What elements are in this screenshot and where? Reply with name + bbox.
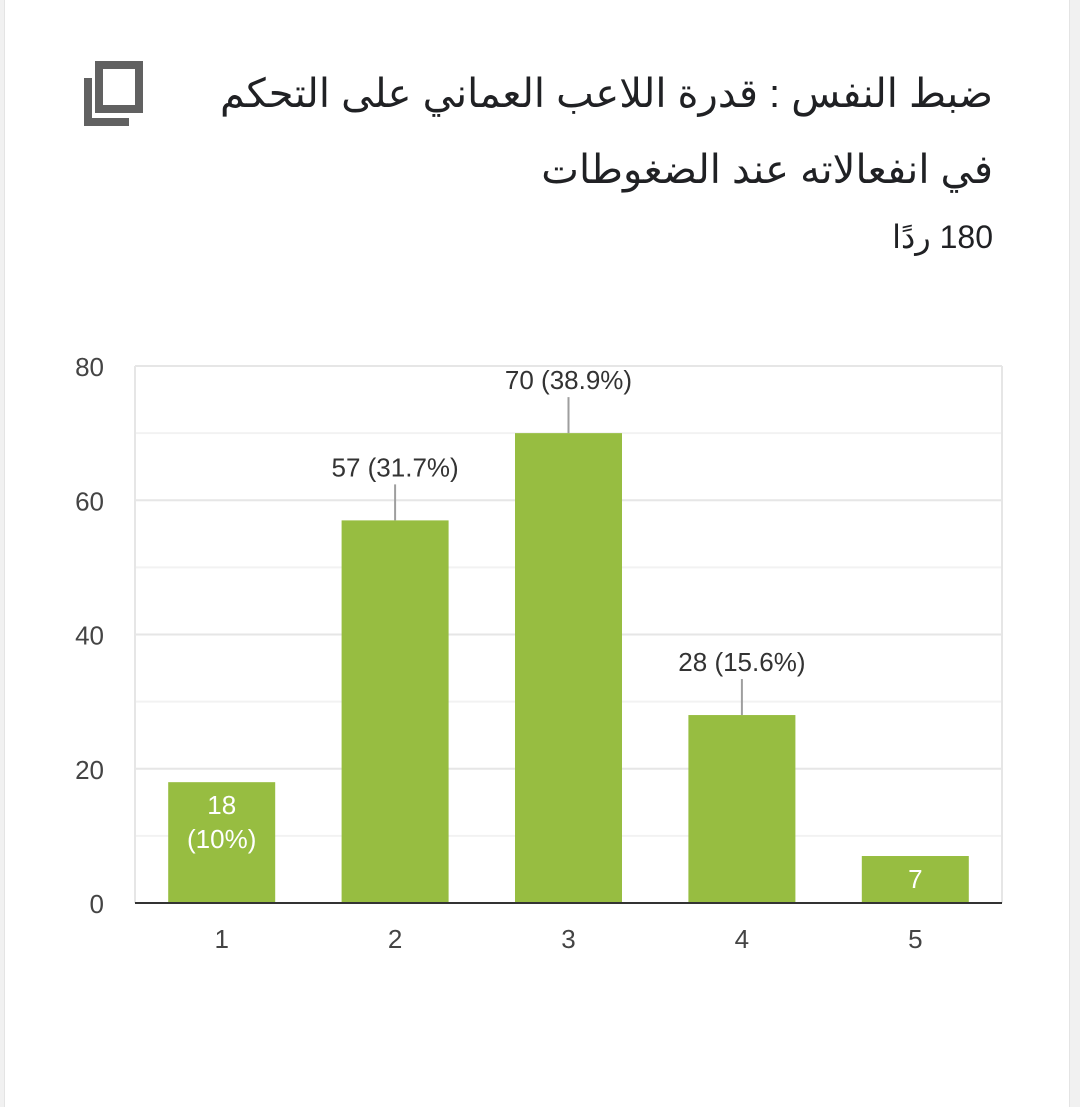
y-tick-label: 40 (75, 621, 104, 651)
question-title: ضبط النفس : قدرة اللاعب العماني على التح… (220, 72, 993, 192)
data-label: 70 (38.9%) (505, 365, 632, 395)
y-tick-label: 0 (90, 889, 104, 919)
x-tick-label: 5 (908, 924, 922, 954)
y-tick-label: 20 (75, 755, 104, 785)
y-tick-label: 60 (75, 486, 104, 516)
bar (861, 856, 969, 903)
data-label: 7 (908, 864, 922, 894)
bar (341, 520, 449, 903)
bar (688, 715, 796, 903)
y-tick-label: 80 (75, 352, 104, 382)
data-label: 57 (31.7%) (332, 452, 459, 482)
bar (168, 782, 276, 903)
x-tick-label: 1 (214, 924, 228, 954)
data-label: 18 (207, 790, 236, 820)
response-count: 180 ردًا (892, 219, 993, 255)
bar (515, 433, 622, 903)
copy-chart-button[interactable] (83, 60, 147, 130)
data-label: (10%) (187, 824, 256, 854)
x-tick-label: 4 (735, 924, 749, 954)
copy-icon (84, 61, 143, 126)
x-tick-label: 2 (388, 924, 402, 954)
x-tick-label: 3 (561, 924, 575, 954)
data-label: 28 (15.6%) (678, 647, 805, 677)
